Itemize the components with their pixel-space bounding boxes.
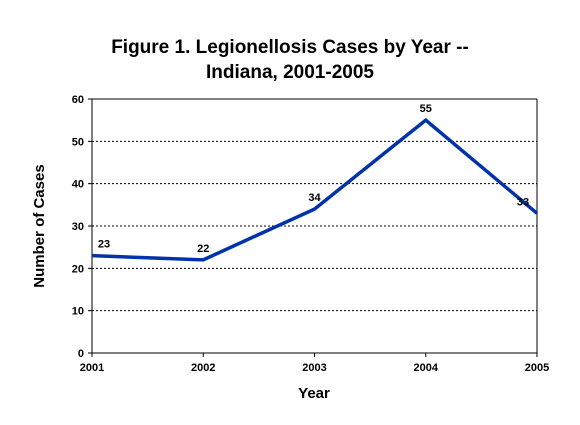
chart-title: Figure 1. Legionellosis Cases by Year --… — [0, 35, 580, 85]
y-tick-label: 30 — [72, 221, 84, 233]
x-tick-label: 2001 — [80, 362, 104, 374]
x-tick-label: 2002 — [191, 362, 215, 374]
y-tick-label: 50 — [72, 136, 84, 148]
data-series — [91, 117, 539, 262]
data-value-label: 33 — [517, 196, 529, 208]
data-value-label: 23 — [98, 239, 110, 251]
y-tick-label: 60 — [72, 94, 84, 106]
data-value-label: 34 — [308, 192, 321, 204]
plot-area — [92, 99, 537, 353]
y-tick-label: 40 — [72, 179, 84, 191]
axes: 0 10 20 30 40 50 60 2001 2002 2003 2004 2005 — [72, 94, 549, 374]
chart-title-line-1: Figure 1. Legionellosis Cases by Year -- — [111, 37, 469, 58]
y-tick-label: 10 — [72, 306, 84, 318]
x-tick-label: 2003 — [302, 362, 326, 374]
data-labels: 23 22 34 55 33 — [98, 103, 529, 255]
x-tick-label: 2005 — [525, 362, 549, 374]
chart-title-line-2: Indiana, 2001-2005 — [206, 62, 374, 83]
x-axis-title: Year — [298, 385, 330, 402]
y-tick-label: 0 — [78, 348, 84, 360]
y-axis-title: Number of Cases — [31, 164, 48, 287]
y-tick-label: 20 — [72, 263, 84, 275]
data-value-label: 55 — [420, 103, 432, 115]
x-tick-label: 2004 — [414, 362, 439, 374]
data-value-label: 22 — [197, 243, 209, 255]
